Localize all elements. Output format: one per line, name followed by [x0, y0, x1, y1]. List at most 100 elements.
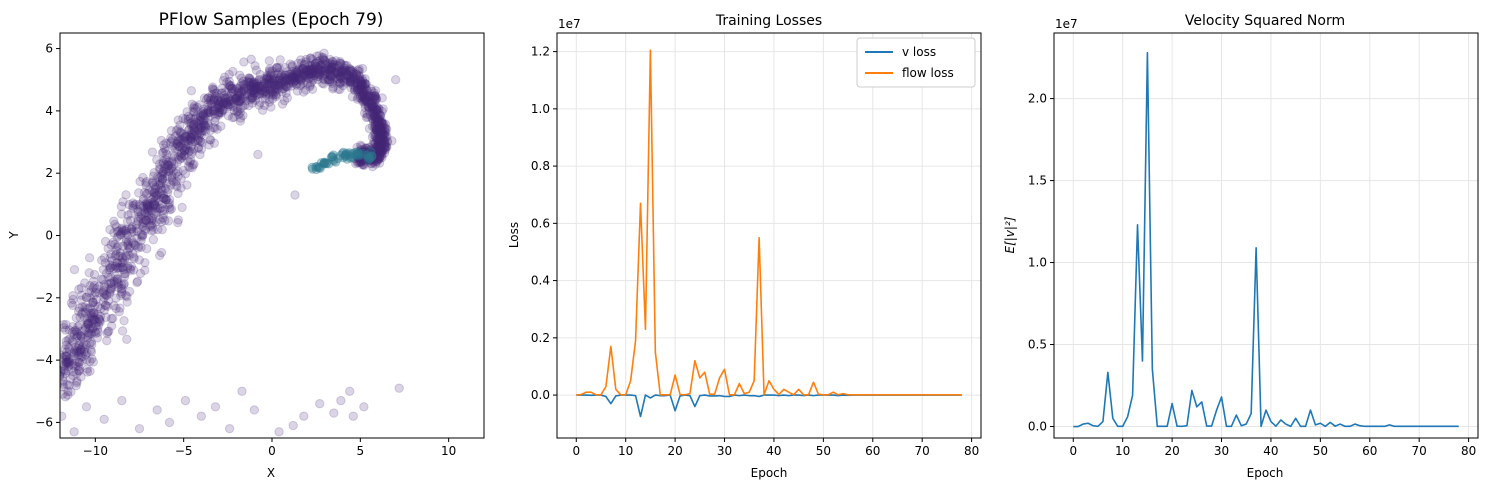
sample-point [149, 197, 160, 207]
sample-point [130, 199, 141, 210]
sample-point-outlier [152, 405, 162, 415]
sample-point [179, 150, 189, 161]
sample-point [251, 84, 262, 94]
sample-point-outlier [134, 423, 145, 434]
sample-point [233, 88, 244, 99]
sample-point [194, 133, 204, 144]
sample-point [193, 118, 204, 129]
sample-point [195, 136, 206, 147]
sample-point [208, 122, 218, 133]
sample-point [73, 343, 83, 354]
velocity-y-axis-label: E[|v|²] [1003, 216, 1017, 253]
x-tick-label: −10 [83, 444, 108, 458]
sample-point [138, 172, 148, 183]
sample-point [100, 258, 111, 268]
sample-point [122, 263, 133, 273]
sample-point [225, 95, 235, 106]
sample-point [70, 345, 80, 356]
sample-point [228, 66, 238, 77]
sample-point [175, 150, 185, 161]
sample-point-outlier [299, 411, 309, 421]
sample-point [125, 243, 135, 253]
sample-point [208, 96, 219, 106]
sample-point [74, 284, 84, 295]
sample-point-outlier [253, 149, 263, 160]
sample-point [76, 336, 86, 346]
sample-point [76, 295, 86, 305]
sample-point [244, 73, 254, 83]
sample-point [184, 130, 195, 141]
sample-point [209, 93, 219, 103]
sample-point [60, 389, 68, 399]
sample-point [123, 241, 133, 251]
sample-point [201, 94, 212, 105]
sample-point [88, 323, 98, 333]
sample-point [187, 99, 197, 109]
sample-point [164, 194, 175, 205]
sample-point [193, 125, 203, 135]
sample-point [245, 85, 256, 95]
sample-point [110, 239, 120, 249]
sample-point [190, 103, 200, 114]
sample-point [91, 328, 101, 339]
sample-point [216, 96, 227, 106]
sample-point [166, 133, 176, 143]
sample-point [163, 199, 174, 210]
sample-point [130, 240, 141, 251]
sample-point [84, 329, 95, 340]
sample-point-outlier [336, 395, 346, 406]
sample-point [83, 318, 93, 328]
sample-point [157, 224, 167, 235]
sample-point [137, 232, 147, 242]
sample-point [168, 177, 179, 187]
sample-point [213, 100, 223, 110]
sample-point [131, 220, 142, 230]
sample-point [143, 199, 153, 210]
sample-point [61, 354, 71, 365]
sample-point [166, 136, 176, 147]
sample-point [113, 241, 123, 251]
sample-point [86, 285, 96, 295]
sample-point [205, 134, 215, 145]
sample-point [183, 134, 194, 144]
sample-point [181, 131, 191, 141]
sample-point [206, 105, 216, 116]
sample-point [109, 263, 119, 274]
sample-point [111, 303, 121, 314]
samples-title: PFlow Samples (Epoch 79) [159, 10, 384, 30]
sample-point [147, 213, 158, 224]
sample-point [138, 215, 149, 225]
sample-point [80, 325, 90, 335]
sample-point [163, 184, 173, 195]
sample-point [251, 79, 261, 89]
sample-point [235, 95, 245, 106]
sample-point [191, 111, 201, 121]
sample-point [229, 112, 239, 122]
sample-point [157, 199, 167, 209]
sample-point [85, 328, 95, 339]
sample-point [94, 314, 104, 324]
sample-point [162, 171, 173, 182]
sample-point [193, 143, 204, 153]
sample-point [84, 268, 94, 278]
sample-point [163, 161, 173, 171]
sample-point [125, 264, 135, 274]
sample-point [136, 209, 147, 219]
sample-point [213, 101, 224, 111]
sample-point [233, 96, 244, 106]
sample-point [195, 112, 206, 122]
sample-point [111, 293, 121, 303]
sample-point [170, 131, 181, 141]
sample-point [234, 91, 244, 101]
sample-point [231, 93, 241, 103]
sample-point [134, 199, 145, 210]
sample-point [121, 252, 131, 262]
sample-point [63, 386, 73, 397]
sample-point [222, 98, 232, 108]
sample-point [230, 84, 240, 95]
sample-point [235, 116, 245, 126]
samples-plot-area [60, 48, 404, 437]
sample-point [128, 227, 139, 237]
sample-point [157, 206, 168, 216]
sample-point [149, 187, 160, 198]
